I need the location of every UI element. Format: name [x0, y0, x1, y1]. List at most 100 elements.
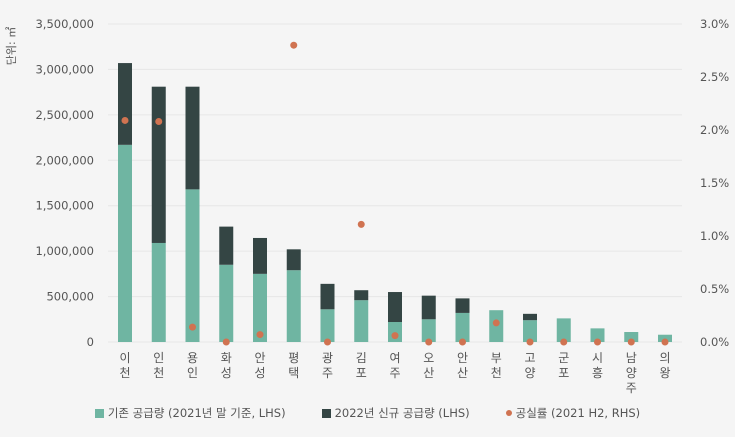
- y2-tick-label: 0.0%: [700, 335, 729, 349]
- bar-existing: [556, 318, 571, 342]
- x-tick-label: 천: [491, 365, 502, 380]
- y2-tick-label: 1.0%: [700, 229, 729, 243]
- x-tick-label: 성: [254, 366, 265, 380]
- x-tick-label: 포: [558, 366, 569, 380]
- x-tick-label: 광: [322, 351, 333, 365]
- bar-new: [388, 292, 402, 323]
- y-tick-label: 3,000,000: [35, 62, 94, 76]
- legend: 기존 공급량 (2021년 말 기준, LHS) 2022년 신규 공급량 (L…: [0, 405, 735, 421]
- bar-existing: [624, 332, 639, 342]
- x-tick-label: 주: [322, 366, 333, 380]
- legend-item-existing: 기존 공급량 (2021년 말 기준, LHS): [94, 405, 286, 421]
- x-tick-label: 양: [524, 366, 535, 380]
- x-tick-label: 안: [254, 351, 265, 365]
- x-tick-label: 남: [626, 351, 637, 365]
- x-tick-label: 군: [558, 351, 569, 365]
- y2-tick-label: 1.5%: [700, 176, 729, 190]
- vacancy-point: [324, 338, 331, 346]
- bar-existing: [590, 328, 605, 342]
- x-tick-label: 포: [356, 366, 367, 380]
- bar-new: [354, 290, 369, 301]
- vacancy-point: [594, 338, 601, 346]
- bar-new: [455, 298, 470, 313]
- bar-new: [185, 86, 200, 190]
- vacancy-point: [189, 323, 196, 331]
- x-tick-label: 고: [524, 351, 535, 365]
- y-tick-label: 2,500,000: [35, 108, 94, 122]
- vacancy-point: [661, 338, 669, 346]
- bar-existing: [523, 320, 537, 342]
- bar-new: [118, 63, 132, 145]
- x-tick-label: 천: [119, 365, 130, 380]
- vacancy-point: [425, 338, 433, 346]
- y-tick-label: 0: [87, 335, 94, 349]
- bar-existing: [286, 270, 301, 342]
- bar-existing: [658, 334, 672, 342]
- y2-tick-label: 3.0%: [700, 17, 729, 31]
- legend-label: 기존 공급량 (2021년 말 기준, LHS): [107, 406, 286, 420]
- legend-item-new: 2022년 신규 공급량 (LHS): [321, 405, 470, 421]
- y-tick-label: 1,000,000: [35, 244, 94, 258]
- x-tick-label: 양: [626, 366, 637, 380]
- bar-new: [421, 295, 436, 320]
- vacancy-point: [290, 41, 298, 49]
- x-tick-label: 산: [423, 366, 434, 380]
- vacancy-point: [526, 338, 534, 346]
- x-tick-label: 안: [457, 351, 468, 365]
- bar-existing: [421, 319, 436, 342]
- x-tick-label: 택: [288, 366, 299, 380]
- bar-existing: [253, 273, 267, 342]
- legend-swatch: [94, 408, 104, 418]
- vacancy-point: [155, 118, 163, 126]
- bar-new: [523, 313, 537, 321]
- y2-tick-label: 0.5%: [700, 282, 729, 296]
- x-tick-label: 이: [119, 351, 130, 365]
- bar-existing: [219, 264, 234, 342]
- bar-existing: [118, 144, 132, 342]
- bar-existing: [151, 242, 166, 342]
- bar-existing: [388, 322, 402, 342]
- y2-tick-label: 2.5%: [700, 70, 729, 84]
- bar-new: [253, 237, 267, 274]
- x-tick-label: 김: [356, 351, 367, 365]
- chart: 0 500,000 1,000,000 1,500,000 2,000,000 2,500…: [35, 17, 729, 395]
- x-tick-label: 부: [491, 351, 502, 365]
- x-tick-label: 용: [187, 351, 198, 365]
- x-tick-label: 주: [626, 381, 637, 395]
- legend-label: 공실률 (2021 H2, RHS): [515, 406, 641, 420]
- legend-item-vacancy: 공실률 (2021 H2, RHS): [505, 405, 641, 421]
- x-tick-label: 주: [389, 366, 400, 380]
- x-tick-label: 천: [153, 365, 164, 380]
- bar-existing: [320, 309, 335, 342]
- vacancy-point: [222, 338, 230, 346]
- vacancy-point: [357, 220, 365, 228]
- x-tick-label: 여: [389, 351, 400, 365]
- vacancy-point: [391, 332, 399, 340]
- y-tick-label: 1,500,000: [35, 199, 94, 213]
- x-tick-label: 시: [592, 351, 603, 365]
- x-tick-label: 의: [659, 351, 670, 365]
- vacancy-point: [121, 116, 129, 124]
- y-tick-label: 500,000: [46, 290, 94, 304]
- y2-tick-label: 2.0%: [700, 123, 729, 137]
- y-tick-label: 3,500,000: [35, 17, 94, 31]
- x-tick-label: 성: [221, 366, 232, 380]
- x-tick-label: 인: [153, 351, 164, 365]
- legend-swatch: [321, 408, 331, 418]
- bar-new: [219, 226, 234, 265]
- x-tick-label: 흥: [592, 366, 603, 380]
- bar-new: [320, 283, 335, 310]
- vacancy-point: [256, 331, 264, 339]
- x-tick-label: 산: [457, 366, 468, 380]
- x-tick-label: 인: [187, 366, 198, 380]
- vacancy-point: [560, 338, 568, 346]
- y-tick-label: 2,000,000: [35, 153, 94, 167]
- x-tick-label: 화: [221, 351, 232, 365]
- bar-existing: [455, 312, 470, 342]
- vacancy-point: [492, 319, 500, 327]
- legend-label: 2022년 신규 공급량 (LHS): [334, 406, 470, 420]
- vacancy-point: [459, 338, 466, 346]
- x-tick-label: 왕: [659, 366, 670, 380]
- legend-swatch: [505, 410, 512, 416]
- bar-existing: [185, 189, 200, 342]
